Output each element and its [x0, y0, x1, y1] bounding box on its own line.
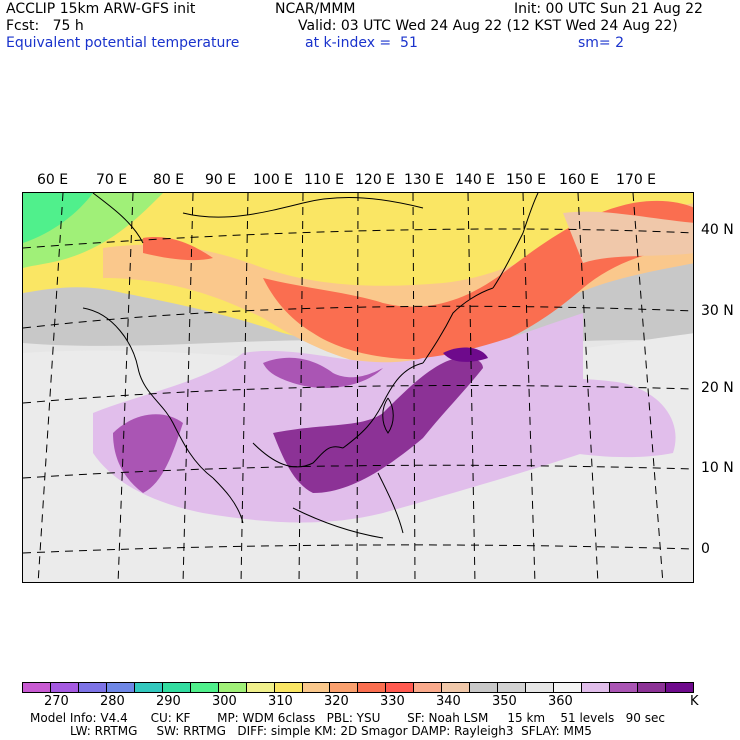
colorbar-swatch [162, 683, 191, 692]
lon-label: 60 E [37, 172, 69, 188]
colorbar-tick: 330 [380, 694, 405, 709]
lat-label: 0 [701, 541, 710, 557]
lon-label: 160 E [559, 172, 600, 188]
colorbar-tick: 280 [100, 694, 125, 709]
purple-max-scs [273, 357, 483, 493]
center-label: NCAR/MMM [275, 1, 356, 17]
colorbar-tick: 320 [324, 694, 349, 709]
valid-time: Valid: 03 UTC Wed 24 Aug 22 (12 KST Wed … [298, 18, 678, 34]
colorbar-swatch [637, 683, 666, 692]
colorbar-swatch [302, 683, 331, 692]
colorbar-tick: 310 [268, 694, 293, 709]
colorbar-tick: 270 [44, 694, 69, 709]
colorbar-swatch [106, 683, 135, 692]
colorbar-swatch [610, 683, 638, 692]
init-time: Init: 00 UTC Sun 21 Aug 22 [514, 1, 703, 17]
colorbar-swatch [498, 683, 527, 692]
level-index: at k-index = 51 [305, 35, 418, 51]
colorbar-tick: 350 [492, 694, 517, 709]
colorbar-swatch [78, 683, 107, 692]
lon-label: 170 E [616, 172, 657, 188]
lon-label: 110 E [304, 172, 345, 188]
forecast-hour: Fcst: 75 h [6, 18, 84, 34]
colorbar-swatch [470, 683, 499, 692]
colorbar-swatch [50, 683, 79, 692]
warm-yellow-region [23, 193, 693, 356]
smoothing-label: sm= 2 [578, 35, 625, 51]
orange-region [103, 203, 693, 368]
colorbar-swatch [526, 683, 555, 692]
colorbar-tick: 300 [212, 694, 237, 709]
model-info-line2: LW: RRTMG SW: RRTMG DIFF: simple KM: 2D … [70, 724, 592, 738]
colorbar-tick: 290 [156, 694, 181, 709]
colorbar-swatch [414, 683, 443, 692]
purple-max-china [263, 357, 383, 388]
colorbar-swatch [442, 683, 471, 692]
colorbar-swatch [330, 683, 359, 692]
colorbar-swatch [386, 683, 415, 692]
model-info-line1: Model Info: V4.4 CU: KF MP: WDM 6class P… [30, 711, 665, 725]
lon-label: 90 E [205, 172, 237, 188]
colorbar-swatch [23, 683, 51, 692]
colorbar [22, 682, 694, 693]
lat-label: 30 N [701, 303, 734, 319]
colorbar-unit: K [690, 694, 699, 709]
colorbar-swatch [665, 683, 693, 692]
colorbar-tick: 360 [548, 694, 573, 709]
lat-label: 10 N [701, 460, 734, 476]
lon-label: 150 E [506, 172, 547, 188]
colorbar-swatch [190, 683, 219, 692]
colorbar-swatch [218, 683, 247, 692]
lat-label: 40 N [701, 222, 734, 238]
model-title: ACCLIP 15km ARW-GFS init [6, 1, 196, 17]
colorbar-swatch [582, 683, 611, 692]
purple-core [443, 347, 488, 362]
lon-label: 80 E [153, 172, 185, 188]
lon-label: 130 E [404, 172, 445, 188]
lon-label: 120 E [355, 172, 396, 188]
colorbar-swatch [358, 683, 387, 692]
colorbar-swatch [274, 683, 303, 692]
colorbar-swatch [246, 683, 275, 692]
graticule [23, 193, 693, 582]
salmon-region [563, 211, 693, 263]
red-patch [143, 237, 213, 261]
colorbar-swatch [134, 683, 163, 692]
theta-e-map [22, 192, 694, 583]
green-core-region [23, 193, 93, 243]
colorbar-swatch [554, 683, 583, 692]
coastlines [82, 193, 539, 539]
colorbar-tick: 340 [436, 694, 461, 709]
lon-label: 140 E [455, 172, 496, 188]
moist-region-east [453, 378, 676, 458]
lat-label: 20 N [701, 380, 734, 396]
lon-label: 100 E [253, 172, 294, 188]
map-canvas [23, 193, 693, 582]
field-name: Equivalent potential temperature [6, 35, 240, 51]
purple-max-bay [113, 414, 183, 493]
lon-label: 70 E [96, 172, 128, 188]
